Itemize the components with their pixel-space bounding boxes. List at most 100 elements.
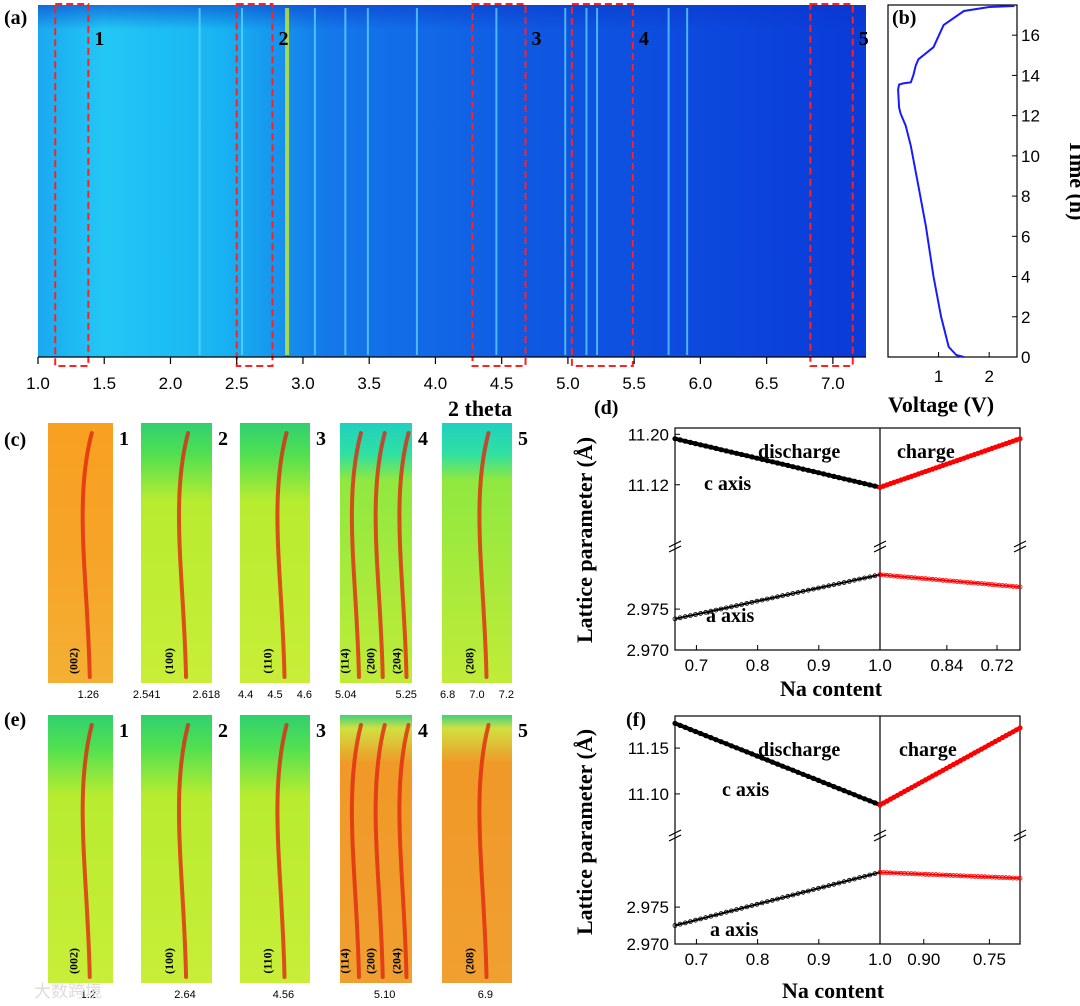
data-point [723,909,729,915]
data-point [968,873,974,879]
data-point [739,602,744,607]
data-point [754,455,760,461]
hkl-label: (208) [463,948,477,974]
strip-5 [442,715,512,983]
data-point [770,595,775,601]
data-point [728,743,735,749]
data-point [805,587,811,593]
data-point [916,871,921,877]
data-point [857,576,862,582]
data-point [996,875,1002,880]
region-label: 1 [94,28,104,50]
data-point [1017,725,1023,731]
region-label: 5 [859,28,869,50]
data-point [841,476,847,482]
hkl-label: (204) [389,648,403,674]
data-point [867,872,873,878]
data-point [713,607,719,613]
data-point [891,573,897,579]
data-point [851,792,858,798]
y-tick-label: 11.10 [628,785,669,804]
data-point [989,582,995,587]
data-point [857,875,862,881]
strip-number: 3 [316,720,326,742]
data-point [703,732,709,739]
x-tick-label: 5.5 [622,374,646,393]
data-point [800,588,806,594]
x-tick-label: 5.0 [556,374,580,393]
data-point [881,572,886,578]
hkl-label: (114) [338,948,352,973]
data-point [764,457,770,464]
data-point [1017,875,1023,881]
data-point [795,891,801,896]
y-tick-label: 10 [1021,147,1040,166]
x-tick-label: 0.84 [930,656,963,675]
peak-trace [349,431,363,679]
data-point [930,872,935,877]
x-tick-label: 0.9 [807,950,831,969]
data-point [815,470,822,476]
data-point [759,456,765,462]
data-point [677,722,683,729]
hkl-label: (002) [66,948,80,974]
data-point [821,584,826,590]
strip-tick-label: 7.2 [499,689,514,701]
data-point [672,616,678,622]
x-tick-label: 0.72 [980,656,1013,675]
data-point [708,608,714,614]
data-point [972,874,977,879]
data-point [754,753,760,759]
data-point [923,871,928,877]
data-point [723,741,729,747]
data-point [1000,583,1005,588]
panel-label-f: (f) [626,709,646,731]
label-discharge-f: discharge [758,739,840,761]
region-label: 3 [532,28,542,50]
axis-break [873,834,887,842]
data-point [708,734,714,741]
peak-trace [477,431,491,679]
data-point [785,462,791,468]
panel-label-d: (d) [594,397,618,419]
data-point [693,612,698,617]
region-box [809,3,854,367]
data-point [785,592,791,597]
y-tick-label: 14 [1021,66,1040,85]
data-point [846,477,852,483]
data-point [790,591,796,596]
data-point [698,611,703,616]
data-point [749,454,755,460]
data-point [800,889,806,895]
data-point [672,923,678,928]
hkl-label: (100) [162,948,176,974]
data-point [912,871,918,877]
x-tick-label: 0.90 [907,950,940,969]
data-point [944,872,949,878]
data-point [905,871,911,876]
x-tick-label: 2.5 [225,374,249,393]
region-label: 2 [278,28,288,50]
x-tick-label: 2.0 [159,374,183,393]
data-point [810,468,817,475]
strip-tick-label: 2.618 [193,689,221,701]
strip-5 [442,423,512,683]
data-point [682,724,688,731]
strip-number: 5 [518,428,528,450]
data-point [986,874,991,880]
data-point [888,870,893,876]
y-tick-label: 2.970 [626,641,669,660]
y-tick-label: 12 [1021,107,1040,126]
data-point [780,895,785,900]
data-point [759,900,765,906]
x-tick-label: 3.0 [291,374,315,393]
data-point [937,577,942,583]
strip-2 [141,423,212,683]
panel-f: (f) 11.10 11.15 2.970 2.975 0.7 0.8 0.9 1.0 0.90… [572,709,1027,1003]
axis-break [668,829,682,837]
data-point [975,874,981,879]
label-c-axis-f: c axis [722,779,769,801]
data-point [872,800,878,806]
data-point [940,872,946,878]
